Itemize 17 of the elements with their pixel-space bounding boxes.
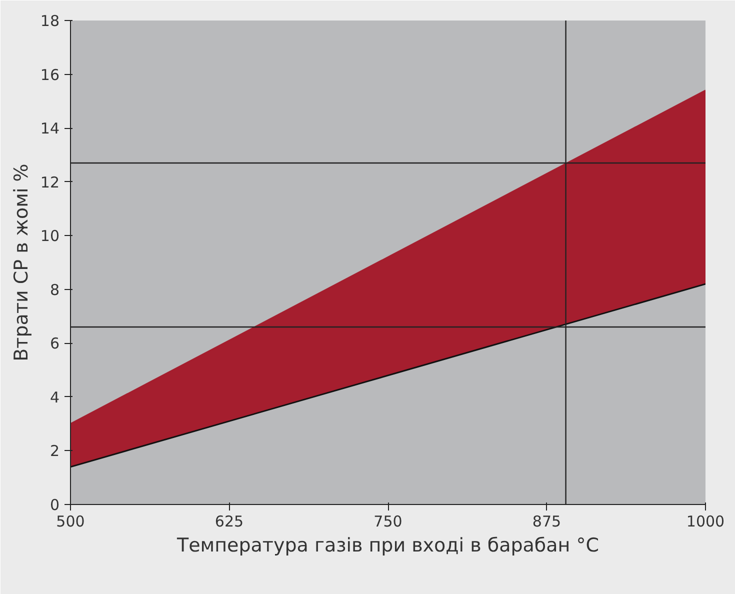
x-tick-label: 625 (214, 512, 244, 530)
x-axis-title: Температура газів при вході в барабан °C (176, 534, 600, 556)
x-tick-label: 500 (56, 512, 85, 530)
y-axis-title: Втрати СР в жомі % (10, 164, 32, 362)
y-tick-label: 0 (50, 496, 60, 514)
y-tick-label: 18 (40, 12, 60, 30)
y-tick-label: 10 (40, 227, 60, 246)
x-tick-label: 875 (532, 512, 562, 530)
y-tick-label: 2 (50, 442, 60, 460)
y-tick-label: 6 (50, 334, 60, 353)
x-tick-label: 750 (374, 512, 402, 530)
y-tick-label: 12 (40, 173, 60, 192)
y-tick-label: 8 (50, 280, 60, 299)
y-tick-label: 16 (40, 66, 60, 84)
y-tick-label: 14 (40, 120, 60, 138)
x-tick-label: 1000 (686, 512, 725, 530)
y-tick-label: 4 (50, 388, 60, 406)
